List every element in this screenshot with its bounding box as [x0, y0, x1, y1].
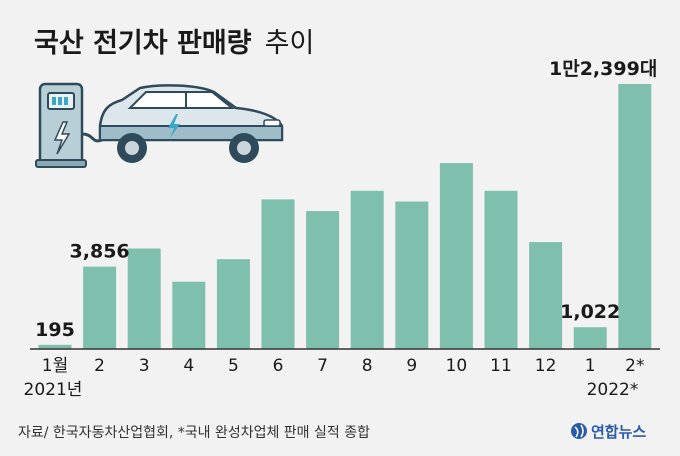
x-tick-4: 5	[228, 356, 239, 376]
x-tick-10: 11	[490, 356, 512, 376]
x-tick-9: 10	[446, 356, 468, 376]
x-tick-13: 2*	[625, 356, 644, 376]
x-ticks: 1월 2 3 4 5 6 7 8 9 10 11 12 1 2*	[42, 356, 645, 376]
x-tick-3: 4	[183, 356, 194, 376]
year-labels: 2021년 2022*	[24, 380, 639, 400]
bar-11	[529, 242, 563, 349]
bar-13	[618, 84, 652, 349]
bars	[38, 84, 652, 349]
ev-charger-icon	[35, 82, 103, 168]
source-note: 자료/ 한국자동차산업협회, *국내 완성차업체 판매 실적 종합	[18, 425, 370, 441]
x-tick-6: 7	[317, 356, 328, 376]
data-label-0: 195	[35, 319, 75, 341]
bar-1	[83, 266, 117, 349]
year-label-0: 2021년	[24, 380, 83, 400]
x-tick-8: 9	[406, 356, 417, 376]
bar-9	[439, 163, 473, 349]
electric-car-icon	[98, 84, 284, 163]
bar-6	[306, 211, 340, 349]
bar-2	[127, 248, 161, 349]
year-label-1: 2022*	[587, 380, 639, 400]
chart-title: 국산 전기차 판매량 추이	[34, 28, 314, 59]
data-label-1: 3,856	[70, 241, 130, 263]
bar-5	[261, 199, 295, 349]
bar-12	[573, 327, 607, 349]
x-tick-2: 3	[139, 356, 150, 376]
x-tick-1: 2	[94, 356, 105, 376]
data-label-13: 1만2,399대	[549, 58, 657, 80]
yonhap-logo-icon	[571, 423, 587, 439]
bar-8	[395, 201, 429, 349]
bar-4	[216, 259, 250, 349]
bar-0	[38, 344, 72, 349]
x-tick-7: 8	[362, 356, 373, 376]
chart-title-light: 추이	[265, 28, 315, 59]
bar-3	[172, 281, 206, 349]
bar-10	[484, 190, 518, 349]
yonhap-logo: 연합뉴스	[571, 423, 646, 441]
x-tick-11: 12	[535, 356, 557, 376]
x-tick-12: 1	[585, 356, 596, 376]
x-tick-5: 6	[273, 356, 284, 376]
bar-7	[350, 190, 384, 349]
x-tick-0: 1월	[42, 356, 68, 376]
data-labels: 195 3,856 1,022 1만2,399대	[35, 58, 657, 341]
data-label-12: 1,022	[560, 301, 620, 323]
logo-text: 연합뉴스	[591, 423, 646, 441]
chart-title-bold: 국산 전기차 판매량	[34, 28, 252, 59]
